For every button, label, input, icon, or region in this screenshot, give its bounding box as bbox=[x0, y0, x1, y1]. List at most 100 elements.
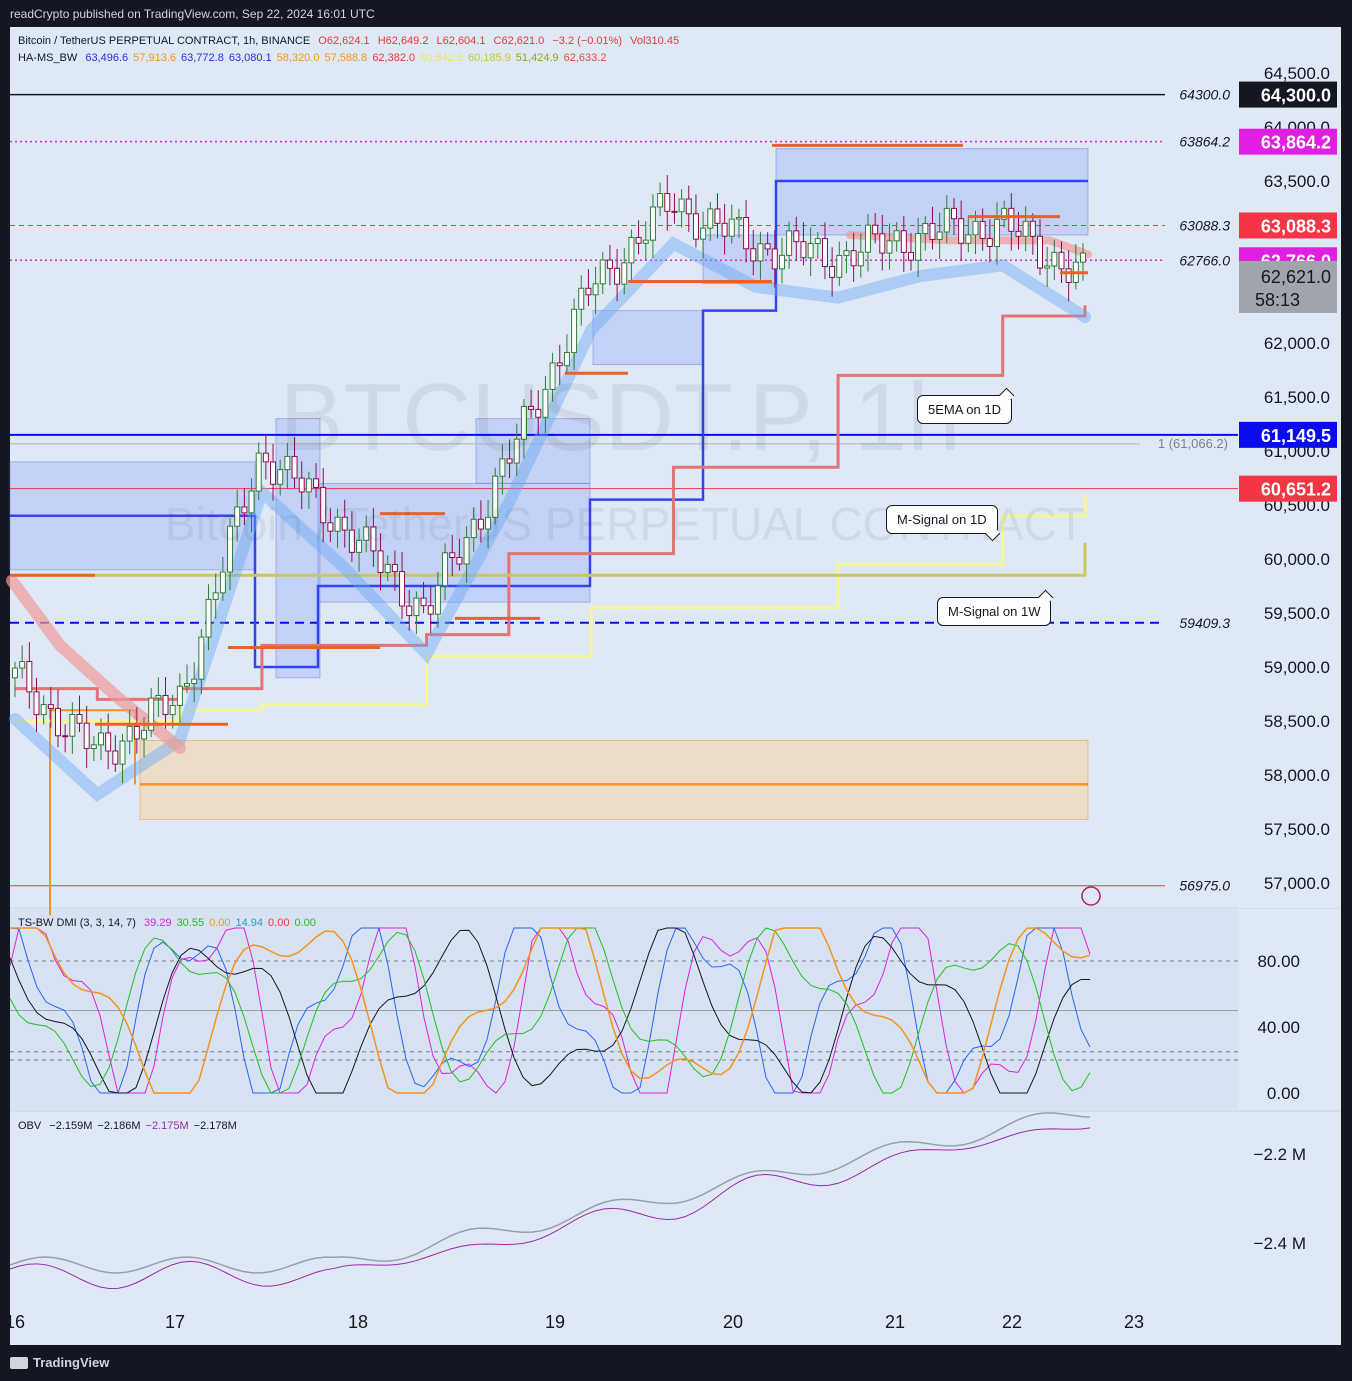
callout-msignal-1w: M-Signal on 1W bbox=[937, 597, 1052, 626]
candle-body bbox=[234, 506, 241, 527]
candle-body bbox=[284, 455, 291, 471]
price-tag-bg bbox=[1239, 421, 1337, 448]
candle-body bbox=[850, 250, 857, 267]
candle-body bbox=[262, 452, 269, 463]
candle-body bbox=[542, 388, 549, 418]
symbol-legend: Bitcoin / TetherUS PERPETUAL CONTRACT, 1… bbox=[18, 35, 684, 47]
ha-ms-legend: HA-MS_BW 63,496.6 57,913.6 63,772.8 63,080.… bbox=[18, 52, 611, 64]
candle-body bbox=[341, 516, 348, 531]
dmi-value-2: 0.00 bbox=[209, 917, 231, 929]
time-axis-tick: 18 bbox=[348, 1312, 368, 1332]
candle-body bbox=[1080, 252, 1086, 263]
candle-body bbox=[958, 218, 965, 244]
candle-body bbox=[370, 526, 377, 552]
candle-body bbox=[427, 605, 434, 615]
candle-body bbox=[26, 661, 33, 693]
candle-body bbox=[406, 605, 413, 617]
candle-body bbox=[477, 518, 484, 530]
price-tag-bg bbox=[1239, 212, 1337, 239]
line-label: 62766.0 bbox=[1179, 252, 1230, 268]
candle-body bbox=[786, 230, 793, 256]
candle-body bbox=[19, 661, 26, 669]
dmi-signal-line bbox=[9, 927, 1091, 1094]
candle-body bbox=[592, 283, 599, 296]
line-label: 64300.0 bbox=[1179, 87, 1230, 103]
dmi-value-0: 39.29 bbox=[144, 917, 172, 929]
series-line-2 bbox=[15, 542, 1087, 577]
ha-ms-value-1: 57,913.6 bbox=[133, 52, 176, 64]
candle-body bbox=[986, 238, 993, 247]
series-line-1 bbox=[15, 494, 1087, 723]
candle-body bbox=[133, 725, 140, 740]
dmi-orange-line bbox=[10, 927, 1091, 1094]
candle-body bbox=[119, 740, 126, 765]
line-label: 63864.2 bbox=[1179, 134, 1230, 150]
candle-body bbox=[614, 267, 621, 285]
candle-body bbox=[778, 254, 785, 270]
red-ribbon-right bbox=[846, 231, 1092, 259]
price-tag: 60,651.2 bbox=[1261, 480, 1331, 500]
candle-body bbox=[671, 210, 678, 213]
line-label: 63088.3 bbox=[1179, 217, 1230, 233]
candle-body bbox=[205, 598, 212, 638]
ha-ms-value-5: 57,588.8 bbox=[324, 52, 368, 64]
candle-body bbox=[62, 735, 69, 738]
candle-body bbox=[47, 704, 54, 709]
candle-body bbox=[363, 526, 370, 541]
ha-ms-value-3: 63,080.1 bbox=[228, 52, 272, 64]
candle-body bbox=[241, 506, 248, 514]
candle-body bbox=[334, 516, 341, 532]
dmi-axis-tick: 40.00 bbox=[1257, 1018, 1300, 1037]
volume-value: Vol310.45 bbox=[630, 35, 680, 47]
close-value: C62,621.0 bbox=[493, 35, 545, 47]
candle-body bbox=[635, 236, 642, 244]
candle-body bbox=[313, 478, 320, 488]
ha-ms-name: HA-MS_BW bbox=[18, 52, 78, 64]
candle-body bbox=[563, 352, 570, 367]
candle-body bbox=[900, 230, 907, 253]
candle-body bbox=[1036, 235, 1043, 269]
dmi-axis-tick: 80.00 bbox=[1257, 952, 1300, 971]
candle-body bbox=[872, 224, 879, 235]
candle-body bbox=[391, 563, 398, 573]
candle-body bbox=[377, 550, 384, 574]
change-value: −3.2 (−0.01%) bbox=[552, 35, 623, 47]
candle-body bbox=[148, 697, 155, 731]
candle-body bbox=[771, 248, 778, 270]
range-box-1 bbox=[275, 418, 321, 679]
candle-body bbox=[907, 251, 914, 261]
dmi-legend: TS-BW DMI (3, 3, 14, 7) 39.29 30.55 0.00 14… bbox=[18, 917, 321, 929]
price-tag: 61,149.5 bbox=[1261, 426, 1331, 446]
range-box-5 bbox=[702, 234, 777, 285]
candle-body bbox=[155, 694, 162, 699]
candle-body bbox=[126, 725, 133, 742]
obv-axis-tick: −2.4 M bbox=[1254, 1234, 1306, 1253]
price-axis-tick: 58,000.0 bbox=[1264, 766, 1330, 785]
candle-body bbox=[864, 224, 871, 253]
candle-body bbox=[664, 193, 671, 212]
high-value: H62,649.2 bbox=[377, 35, 429, 47]
candle-body bbox=[700, 227, 707, 240]
candle-body bbox=[83, 722, 90, 750]
candle-body bbox=[929, 223, 936, 240]
dmi-name: TS-BW DMI (3, 3, 14, 7) bbox=[18, 917, 136, 929]
candle-body bbox=[678, 198, 685, 213]
candle-body bbox=[943, 207, 950, 233]
candle-body bbox=[485, 516, 492, 530]
price-tag: 64,300.0 bbox=[1261, 86, 1331, 106]
candle-body bbox=[757, 243, 764, 262]
tradingview-brand[interactable]: TradingView bbox=[10, 1355, 109, 1370]
range-box-2 bbox=[317, 482, 591, 603]
candle-body bbox=[915, 232, 922, 261]
candle-body bbox=[642, 239, 649, 244]
line-label: 56975.0 bbox=[1179, 878, 1230, 894]
candle-body bbox=[105, 732, 112, 752]
obv-ma-line bbox=[9, 1127, 1091, 1290]
range-box-4 bbox=[592, 310, 704, 366]
dmi-minus-line bbox=[9, 927, 1091, 1094]
time-axis-tick: 22 bbox=[1002, 1312, 1022, 1332]
price-axis-tick: 59,500.0 bbox=[1264, 604, 1330, 623]
candle-body bbox=[198, 636, 205, 680]
candle-body bbox=[420, 597, 427, 607]
